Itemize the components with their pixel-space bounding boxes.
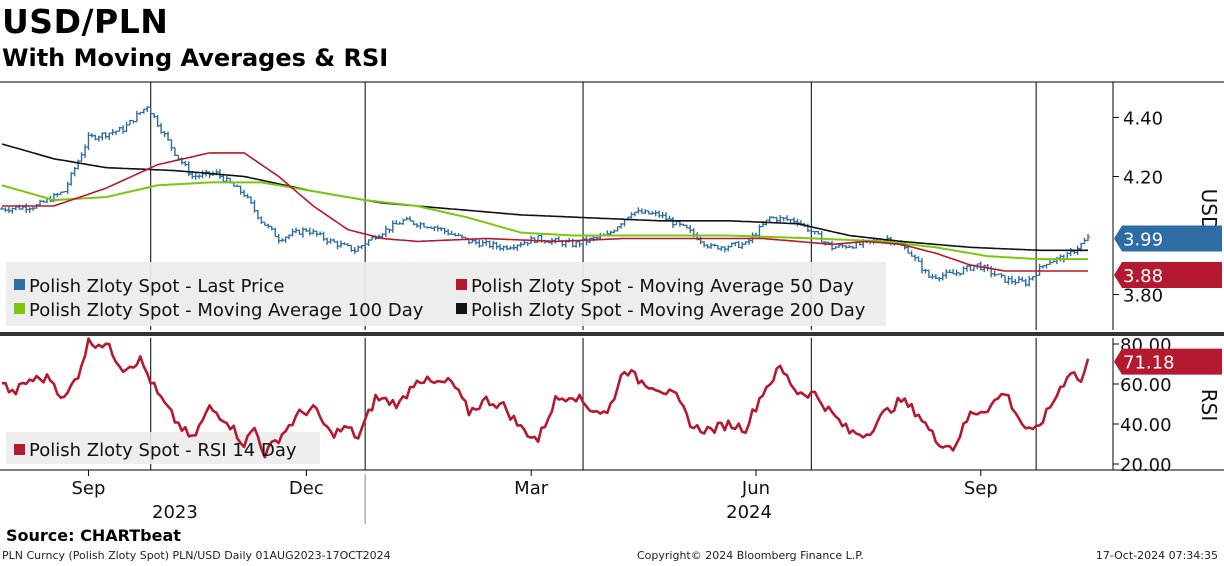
legend-swatch bbox=[14, 279, 25, 290]
timestamp: 17-Oct-2024 07:34:35 bbox=[1095, 549, 1218, 562]
panel-divider bbox=[0, 332, 1224, 336]
legend-label: Polish Zloty Spot - Moving Average 100 D… bbox=[29, 300, 424, 321]
legend-label: Polish Zloty Spot - Moving Average 200 D… bbox=[471, 300, 866, 321]
rsi-legend-swatch bbox=[14, 444, 25, 455]
price-y-axis-title: USD bbox=[1197, 189, 1221, 232]
legend-swatch bbox=[14, 303, 25, 314]
price-y-tick-label: 4.20 bbox=[1123, 167, 1163, 188]
chart-title: USD/PLN bbox=[2, 2, 169, 41]
x-tick-label: Sep bbox=[964, 478, 998, 499]
legend-label: Polish Zloty Spot - Last Price bbox=[29, 276, 285, 297]
rsi-y-axis-title: RSI bbox=[1197, 389, 1221, 422]
ticker-info: PLN Curncy (Polish Zloty Spot) PLN/USD D… bbox=[2, 549, 391, 562]
price-y-tick-label: 4.40 bbox=[1123, 108, 1163, 129]
rsi-line bbox=[1, 337, 1090, 459]
x-tick-label: Mar bbox=[514, 478, 549, 499]
chart-subtitle: With Moving Averages & RSI bbox=[2, 44, 389, 72]
rsi-badge bbox=[1114, 348, 1222, 375]
rsi-badge-label: 71.18 bbox=[1123, 353, 1175, 374]
last-price-badge bbox=[1114, 225, 1222, 252]
ma50-badge bbox=[1114, 261, 1222, 288]
ma50-badge-label: 3.88 bbox=[1123, 266, 1163, 287]
year-label: 2023 bbox=[152, 502, 198, 523]
rsi-y-tick-label: 40.00 bbox=[1120, 415, 1172, 436]
ma200-line bbox=[1, 143, 1088, 252]
copyright: Copyright© 2024 Bloomberg Finance L.P. bbox=[637, 549, 864, 562]
x-tick-label: Sep bbox=[71, 478, 105, 499]
x-tick-label: Jun bbox=[741, 478, 770, 499]
rsi-y-tick-label: 60.00 bbox=[1120, 375, 1172, 396]
legend-label: Polish Zloty Spot - Moving Average 50 Da… bbox=[471, 276, 854, 297]
ma100-line bbox=[1, 181, 1088, 261]
year-label: 2024 bbox=[726, 502, 772, 523]
x-tick-label: Dec bbox=[289, 478, 324, 499]
ma50-line bbox=[2, 152, 1088, 272]
legend-swatch bbox=[456, 303, 467, 314]
legend-swatch bbox=[456, 279, 467, 290]
rsi-y-tick-label: 20.00 bbox=[1120, 455, 1172, 476]
price-y-tick-label: 3.80 bbox=[1123, 286, 1163, 307]
rsi-legend-label: Polish Zloty Spot - RSI 14 Day bbox=[29, 440, 297, 461]
price-legend-box bbox=[6, 262, 886, 326]
last-price-badge-label: 3.99 bbox=[1123, 229, 1163, 250]
source-label: Source: CHARTbeat bbox=[6, 526, 181, 545]
